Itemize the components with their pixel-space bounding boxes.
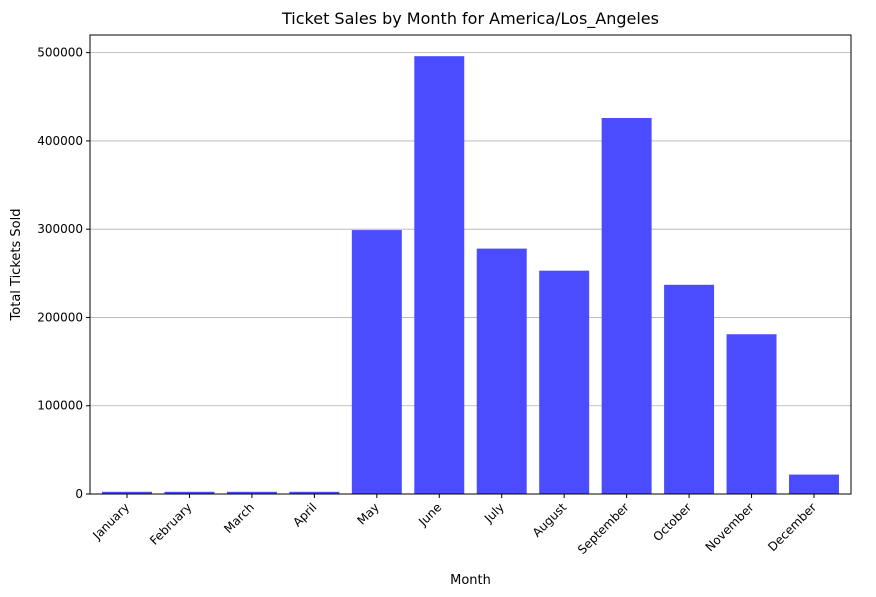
bar-october	[664, 284, 715, 494]
x-tick-label: July	[481, 500, 507, 526]
x-tick-label: November	[703, 500, 757, 554]
y-tick-label: 0	[75, 487, 83, 501]
y-tick-label: 300000	[37, 222, 83, 236]
bar-may	[351, 230, 402, 494]
y-axis-ticks: 0 100000 200000 300000 400000 500000	[37, 46, 90, 501]
x-axis-ticks: January February March April May June July Augu…	[89, 494, 819, 557]
bars	[102, 56, 839, 494]
y-axis-title: Total Tickets Sold	[9, 209, 24, 322]
x-tick-label: May	[354, 500, 381, 527]
x-tick-label: June	[415, 500, 444, 529]
plot-frame	[89, 34, 852, 495]
bar-august	[539, 270, 590, 494]
x-tick-label: December	[765, 500, 819, 554]
x-tick-label: January	[89, 500, 132, 543]
bar-september	[601, 117, 652, 494]
bar-june	[414, 56, 465, 494]
y-tick-label: 100000	[37, 399, 83, 413]
bar-march	[226, 491, 277, 494]
bar-july	[476, 248, 527, 494]
y-tick-label: 400000	[37, 134, 83, 148]
bar-december	[789, 474, 839, 494]
x-tick-label: February	[147, 500, 195, 548]
x-axis-title: Month	[450, 573, 491, 588]
x-tick-label: October	[650, 500, 694, 544]
y-tick-label: 200000	[37, 310, 83, 324]
x-tick-label: September	[575, 500, 632, 557]
bar-april	[289, 491, 340, 494]
bar-february	[164, 491, 215, 494]
x-tick-label: August	[530, 500, 570, 540]
chart-title: Ticket Sales by Month for America/Los_An…	[281, 9, 659, 29]
x-tick-label: March	[221, 500, 257, 536]
bar-january	[102, 491, 152, 494]
y-tick-label: 500000	[37, 46, 83, 60]
bar-november	[726, 334, 777, 494]
x-tick-label: April	[290, 500, 319, 529]
